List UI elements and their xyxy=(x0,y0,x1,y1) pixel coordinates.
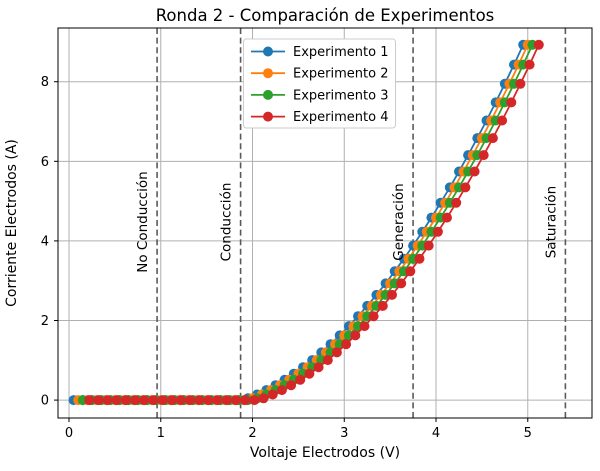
data-point xyxy=(240,395,251,406)
data-point xyxy=(203,395,214,406)
legend-marker xyxy=(263,111,273,122)
legend-label: Experimento 3 xyxy=(293,88,388,103)
legend-entry: Experimento 4 xyxy=(251,110,388,125)
data-point xyxy=(341,339,352,350)
x-axis-label: Voltaje Electrodos (V) xyxy=(250,445,400,461)
data-point xyxy=(423,240,434,251)
data-point xyxy=(148,395,159,406)
data-point xyxy=(442,212,452,223)
legend-marker xyxy=(263,89,273,100)
legend-entry: Experimento 1 xyxy=(251,45,388,60)
data-point xyxy=(487,133,498,144)
data-point xyxy=(102,395,113,406)
annotation-labels-layer: No Conducción Conducción Generación Saturac… xyxy=(135,171,559,272)
series-experimento-4 xyxy=(84,39,544,406)
data-point xyxy=(221,395,232,406)
threshold-label-4: Saturación xyxy=(543,186,559,259)
data-point xyxy=(350,330,361,341)
data-point xyxy=(130,395,141,406)
data-point xyxy=(469,166,480,177)
data-point xyxy=(304,368,315,379)
data-point xyxy=(93,395,104,406)
data-point xyxy=(111,395,122,406)
data-point xyxy=(368,311,379,322)
data-point xyxy=(460,182,471,193)
data-point xyxy=(432,226,443,237)
data-point xyxy=(231,395,241,406)
plot-border xyxy=(57,27,593,419)
series-layer xyxy=(68,39,544,406)
chart-title: Ronda 2 - Comparación de Experimentos xyxy=(156,6,495,25)
data-point xyxy=(515,78,526,89)
data-point xyxy=(166,395,177,406)
data-point xyxy=(414,253,425,264)
data-point xyxy=(185,395,196,406)
threshold-label-1: No Conducción xyxy=(135,171,151,272)
legend-label: Experimento 2 xyxy=(293,67,388,82)
data-point xyxy=(396,278,407,289)
data-point xyxy=(139,395,150,406)
data-point xyxy=(533,39,544,50)
y-tick-label: 4 xyxy=(41,234,49,249)
annotation-lines-layer xyxy=(156,28,567,418)
y-axis-label: Corriente Electrodos (A) xyxy=(4,139,20,307)
data-point xyxy=(286,380,297,391)
data-point xyxy=(267,389,278,400)
data-point xyxy=(212,395,223,406)
x-tick-label: 0 xyxy=(65,426,73,441)
data-point xyxy=(322,355,333,366)
legend-box xyxy=(243,38,396,129)
data-point xyxy=(120,395,131,406)
data-point xyxy=(331,347,342,358)
x-tick-label: 4 xyxy=(432,426,440,441)
y-tick-label: 2 xyxy=(41,314,49,329)
data-point xyxy=(377,300,388,311)
data-point xyxy=(249,395,260,406)
data-point xyxy=(497,115,508,126)
legend-entry: Experimento 2 xyxy=(251,67,388,82)
threshold-label-2: Conducción xyxy=(219,183,235,262)
data-point xyxy=(295,374,306,385)
data-point xyxy=(175,395,186,406)
data-point xyxy=(157,395,168,406)
x-tick-label: 2 xyxy=(248,426,256,441)
y-tick-label: 6 xyxy=(41,155,49,170)
legend-entry: Experimento 3 xyxy=(251,88,388,103)
legend-marker xyxy=(263,68,273,79)
data-point xyxy=(405,266,416,277)
legend-label: Experimento 1 xyxy=(293,45,388,60)
data-point xyxy=(524,59,535,70)
y-tick-label: 8 xyxy=(41,75,49,90)
x-tick-label: 1 xyxy=(157,426,165,441)
data-point xyxy=(506,97,517,108)
data-point xyxy=(313,362,324,373)
x-tick-label: 3 xyxy=(340,426,348,441)
x-tick-label: 5 xyxy=(524,426,532,441)
legend-marker xyxy=(263,46,273,57)
y-tick-label: 0 xyxy=(41,394,49,409)
data-point xyxy=(478,150,489,161)
legend: Experimento 1 Experimento 2 Experimento 3 E… xyxy=(243,38,396,129)
legend-label: Experimento 4 xyxy=(293,110,388,125)
data-point xyxy=(359,321,370,332)
data-point xyxy=(387,289,397,300)
axes-layer: 0 1 2 3 4 5 0 2 4 6 8 xyxy=(41,27,593,441)
data-point xyxy=(194,395,205,406)
data-point xyxy=(258,393,269,404)
data-point xyxy=(276,385,287,396)
threshold-label-3: Generación xyxy=(391,183,407,260)
data-point xyxy=(84,395,95,406)
data-point xyxy=(451,197,462,208)
